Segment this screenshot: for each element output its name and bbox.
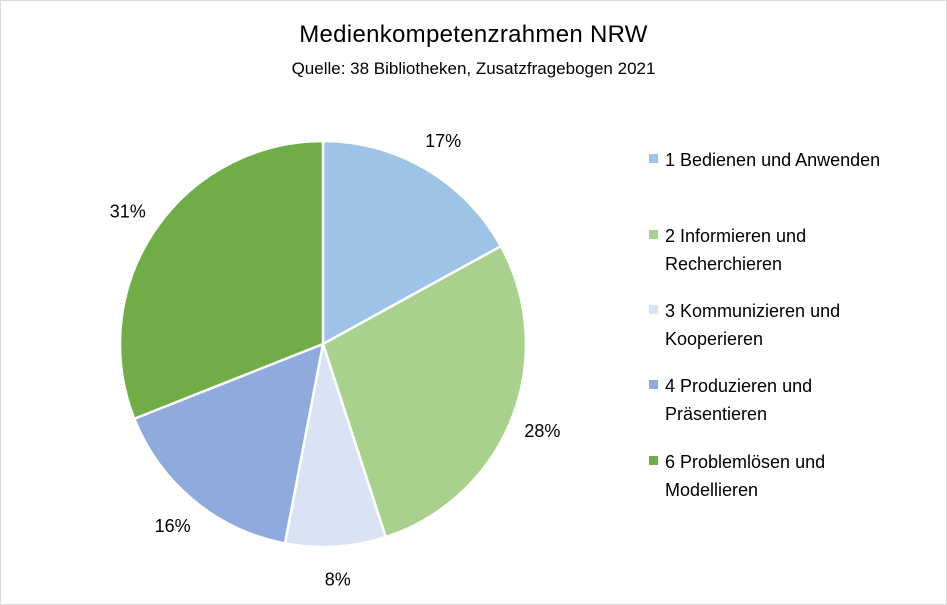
pie-slice-2 — [321, 244, 528, 539]
data-label-1: 17% — [425, 131, 461, 151]
legend-label-2: 2 Informieren und Recherchieren — [665, 226, 807, 274]
legend-label-4: 4 Produzieren und Präsentieren — [665, 376, 813, 424]
chart-title: Medienkompetenzrahmen NRW — [299, 21, 648, 48]
data-label-2: 28% — [524, 421, 560, 441]
legend-swatch-4 — [649, 380, 658, 389]
data-label-5: 31% — [110, 201, 146, 221]
data-label-3: 8% — [325, 570, 351, 590]
pie-slice-5 — [118, 139, 325, 420]
data-label-4: 16% — [155, 516, 191, 536]
chart-subtitle: Quelle: 38 Bibliotheken, Zusatzfrageboge… — [291, 59, 656, 78]
legend-swatch-5 — [649, 456, 658, 465]
legend-swatch-1 — [649, 154, 658, 163]
pie-slice-3 — [283, 342, 387, 549]
legend-label-1: 1 Bedienen und Anwenden — [665, 150, 881, 170]
pie-slice-4 — [133, 342, 325, 545]
pie-slice-1 — [321, 139, 503, 346]
legend-label-5: 6 Problemlösen und Modellieren — [665, 452, 826, 500]
legend-swatch-3 — [649, 305, 658, 314]
legend-label-3: 3 Kommunizieren und Kooperieren — [665, 301, 841, 349]
legend-swatch-2 — [649, 230, 658, 239]
